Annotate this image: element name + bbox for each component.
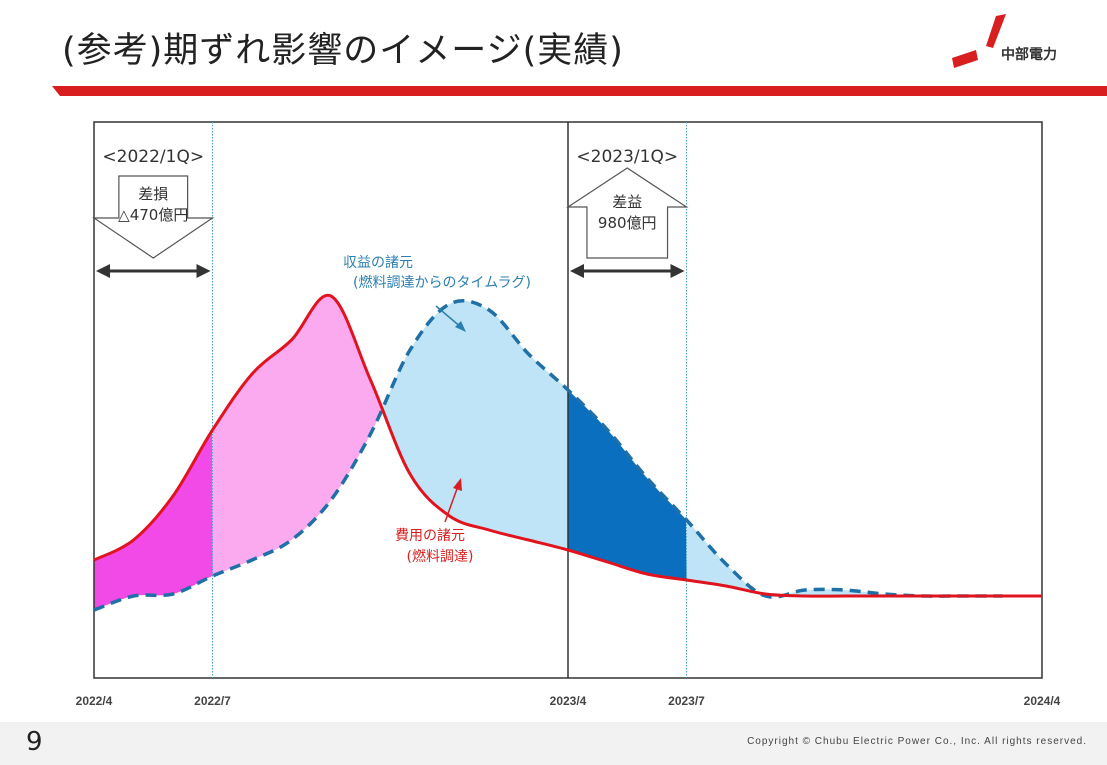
- logo-mark-lower: [952, 50, 978, 68]
- cost-annotation: 費用の諸元 (燃料調達): [395, 478, 473, 565]
- x-tick-label: 2024/4: [1024, 694, 1061, 708]
- cost-label-2: (燃料調達): [407, 548, 474, 565]
- copyright-text: Copyright © Chubu Electric Power Co., In…: [747, 736, 1087, 747]
- gain-area: [382, 300, 568, 550]
- period-box-title: 差損: [138, 185, 168, 203]
- period-box-value: △470億円: [118, 206, 188, 224]
- x-tick-label: 2022/7: [194, 694, 231, 708]
- page-number: 9: [26, 727, 43, 757]
- loss-area: [212, 295, 383, 576]
- period-label: <2022/1Q>: [102, 147, 204, 167]
- x-tick-label: 2023/4: [550, 694, 587, 708]
- cost-series-line: [93, 293, 1042, 598]
- title-accent-bar: [52, 86, 1107, 96]
- period-annotations: <2022/1Q> 差損 △470億円 <2023/1Q> 差益 980億円: [92, 147, 689, 278]
- loss-area-period: [94, 430, 213, 610]
- revenue-arrow-head: [455, 321, 466, 332]
- period-span-arrow-left-head: [96, 264, 110, 278]
- slide-title: (参考)期ずれ影響のイメージ(実績): [62, 31, 624, 71]
- cost-arrow-head: [453, 478, 462, 491]
- company-logo: [952, 14, 1006, 68]
- period-label: <2023/1Q>: [576, 147, 678, 167]
- gain-area-tail: [686, 520, 1003, 598]
- period-span-arrow-left-head: [570, 264, 584, 278]
- period-box-title: 差益: [612, 193, 642, 211]
- cost-label-1: 費用の諸元: [395, 528, 465, 544]
- x-tick-labels: 2022/4 2022/7 2023/4 2023/7 2024/4: [76, 694, 1061, 708]
- loss-arrow-box: [92, 175, 215, 259]
- revenue-label-2: (燃料調達からのタイムラグ): [353, 274, 531, 291]
- logo-text: 中部電力: [1001, 47, 1057, 63]
- revenue-label-1: 収益の諸元: [343, 255, 413, 271]
- x-tick-label: 2022/4: [76, 694, 113, 708]
- footer-bar: [0, 722, 1107, 765]
- gain-area-period: [568, 390, 687, 580]
- period-box-value: 980億円: [598, 214, 657, 232]
- revenue-series-line: [93, 299, 1003, 612]
- x-tick-label: 2023/7: [668, 694, 705, 708]
- period-span-arrow-right-head: [670, 264, 685, 278]
- gain-arrow-box: [565, 167, 689, 259]
- chart-fills: [94, 295, 1003, 610]
- revenue-annotation: 収益の諸元 (燃料調達からのタイムラグ): [343, 255, 531, 332]
- period-lines: [212, 122, 687, 678]
- chart-lines: [93, 293, 1042, 612]
- cost-arrow: [444, 485, 459, 523]
- logo-mark-upper: [986, 14, 1006, 48]
- period-span-arrow-right-head: [196, 264, 211, 278]
